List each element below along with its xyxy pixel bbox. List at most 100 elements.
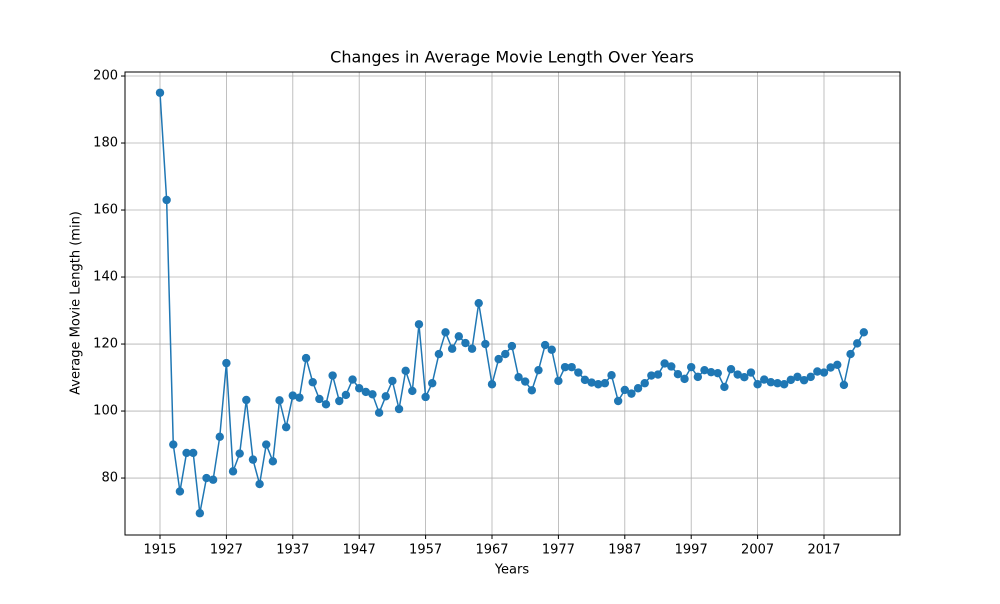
point [607,370,616,380]
point [189,448,198,458]
point [687,362,696,372]
point [726,364,736,374]
x-tick-label: 1957 [409,543,442,558]
x-tick-label: 1947 [343,543,376,558]
point [262,440,271,449]
point [228,467,238,476]
point [374,408,384,417]
point [627,389,636,398]
point [195,509,205,518]
x-tick-label: 2017 [807,543,840,558]
point [733,370,742,379]
chart-title: Changes in Average Movie Length Over Yea… [330,48,694,67]
point [786,375,795,385]
point [275,396,284,405]
point [288,391,297,400]
point [501,349,510,359]
x-tick-label: 2007 [741,543,774,558]
plot-frame [124,71,901,536]
point [328,371,337,380]
series-line [159,92,865,514]
point [700,365,709,375]
point [175,487,185,496]
x-tick-label: 1977 [542,543,575,558]
point [514,373,523,382]
point [434,349,444,359]
point [447,344,457,353]
x-tick-label: 1937 [276,543,309,558]
point [600,379,610,388]
y-axis-label: Average Movie Length (min) [69,211,84,395]
point [348,375,357,384]
point [494,354,503,364]
point [335,396,344,406]
point [580,375,590,385]
point [235,449,244,458]
point [547,345,556,354]
point [640,379,649,388]
point [720,382,729,392]
point [215,432,224,442]
point [587,378,596,387]
point [182,448,191,458]
point [753,380,762,389]
point [806,372,815,382]
point [441,328,450,337]
point [760,375,769,384]
point [554,376,563,386]
point [534,365,543,375]
point [706,367,716,377]
point [839,380,849,390]
point [454,332,463,341]
x-tick-label: 1915 [143,543,176,558]
point [248,455,258,464]
point [620,385,629,395]
point [381,392,390,401]
point [301,353,311,363]
x-tick-label: 1927 [210,543,243,558]
point [421,392,430,402]
point [507,341,517,351]
point [408,386,417,396]
point [560,362,570,372]
x-axis-label: Years [494,563,530,578]
point [155,88,165,97]
y-tick-label: 140 [93,270,118,285]
point [481,339,490,349]
point [521,377,530,386]
point [647,371,656,380]
point [242,395,251,405]
point [819,368,829,377]
point [222,358,231,368]
point [713,368,722,378]
point [414,320,424,329]
point [773,379,782,388]
y-tick-label: 120 [93,337,118,352]
point [567,362,576,372]
point [461,338,470,348]
point [667,362,676,371]
point [746,368,756,377]
point [388,376,397,386]
point [295,393,304,402]
point [321,400,331,409]
point [574,368,583,377]
point [846,349,855,359]
point [315,394,324,404]
point [680,374,689,384]
point [467,344,477,353]
point [813,367,822,376]
point [766,378,776,387]
y-tick-label: 160 [93,203,118,218]
point [474,298,483,308]
point [859,328,869,337]
point [401,366,410,376]
point [594,380,603,389]
point [793,372,802,382]
point [693,372,703,382]
y-tick-label: 180 [93,136,118,151]
point [162,195,171,205]
point [673,369,683,379]
y-tick-label: 200 [93,69,118,84]
